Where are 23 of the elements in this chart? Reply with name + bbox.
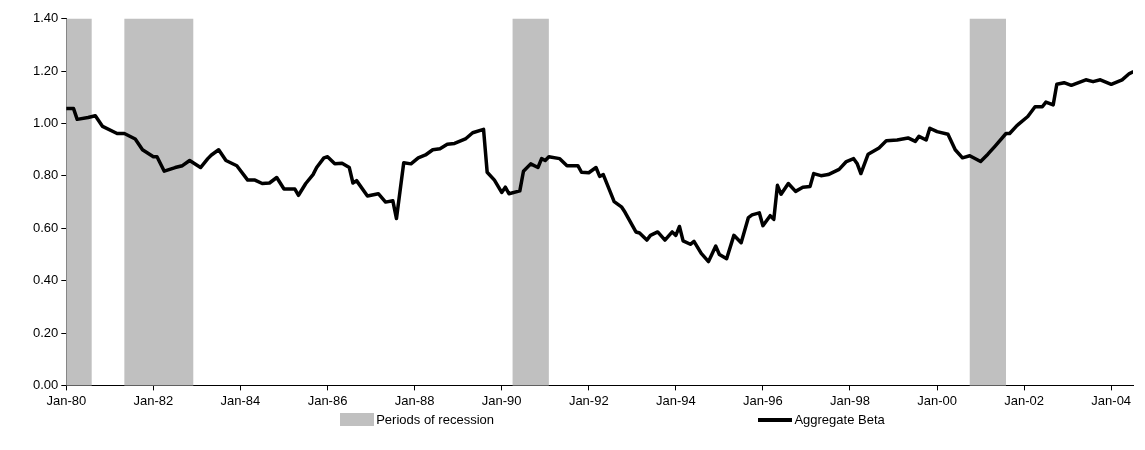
x-tick-label: Jan-04 bbox=[1091, 392, 1132, 408]
y-tick-label: 0.20 bbox=[32, 324, 59, 340]
x-tick-label: Jan-02 bbox=[1004, 392, 1045, 408]
y-tick-label: 1.40 bbox=[32, 10, 59, 26]
x-tick-label: Jan-84 bbox=[220, 392, 261, 408]
y-tick-label: 0.80 bbox=[32, 167, 59, 183]
x-tick-label: Jan-82 bbox=[133, 392, 174, 408]
x-tick-label: Jan-98 bbox=[830, 392, 870, 408]
y-tick-label: 1.00 bbox=[32, 115, 59, 131]
x-tick-label: Jan-96 bbox=[743, 392, 783, 408]
x-tick-label: Jan-00 bbox=[917, 392, 957, 408]
y-tick-label: 0.40 bbox=[32, 272, 59, 288]
legend-label: Periods of recession bbox=[376, 412, 494, 427]
legend-label: Aggregate Beta bbox=[794, 412, 885, 427]
x-tick-label: Jan-92 bbox=[568, 392, 609, 408]
y-tick-label: 0.60 bbox=[32, 219, 59, 235]
y-tick-label: 0.00 bbox=[32, 376, 59, 392]
x-tick-label: Jan-86 bbox=[307, 392, 348, 408]
x-tick-label: Jan-88 bbox=[394, 392, 435, 408]
y-tick-label: 1.20 bbox=[32, 62, 59, 78]
x-tick-label: Jan-90 bbox=[481, 392, 522, 408]
x-tick-label: Jan-94 bbox=[655, 392, 696, 408]
x-tick-label: Jan-80 bbox=[46, 392, 87, 408]
